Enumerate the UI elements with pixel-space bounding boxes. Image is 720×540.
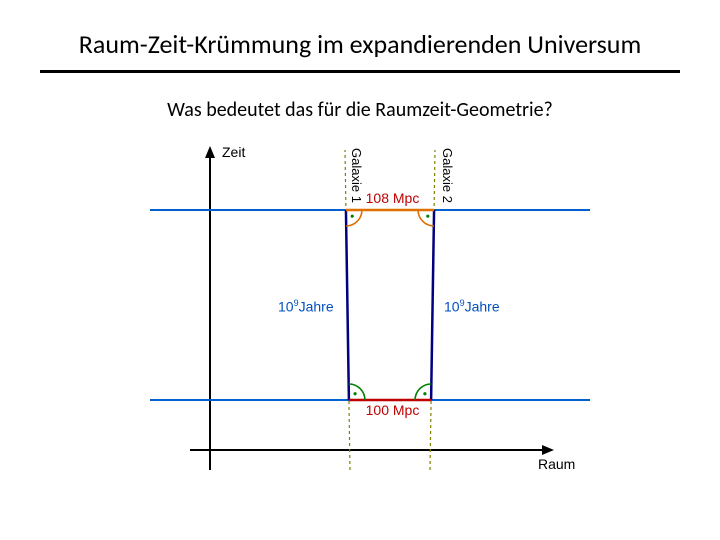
width-top-label: 108 Mpc [355, 190, 430, 206]
width-bottom-label: 100 Mpc [355, 402, 430, 418]
title-underline [40, 70, 680, 73]
galaxy2-label: Galaxie 2 [440, 148, 455, 203]
axis-label-raum: Raum [538, 456, 575, 472]
subtitle: Was bedeutet das für die Raumzeit-Geomet… [0, 98, 720, 122]
spacetime-diagram: Zeit Raum Galaxie 1 Galaxie 2 108 Mpc 10… [150, 140, 590, 500]
duration-left-label: 109Jahre [278, 298, 334, 315]
duration-right-label: 109Jahre [444, 298, 500, 315]
axis-label-zeit: Zeit [222, 144, 245, 160]
page-title: Raum-Zeit-Krümmung im expandierenden Uni… [40, 28, 680, 68]
